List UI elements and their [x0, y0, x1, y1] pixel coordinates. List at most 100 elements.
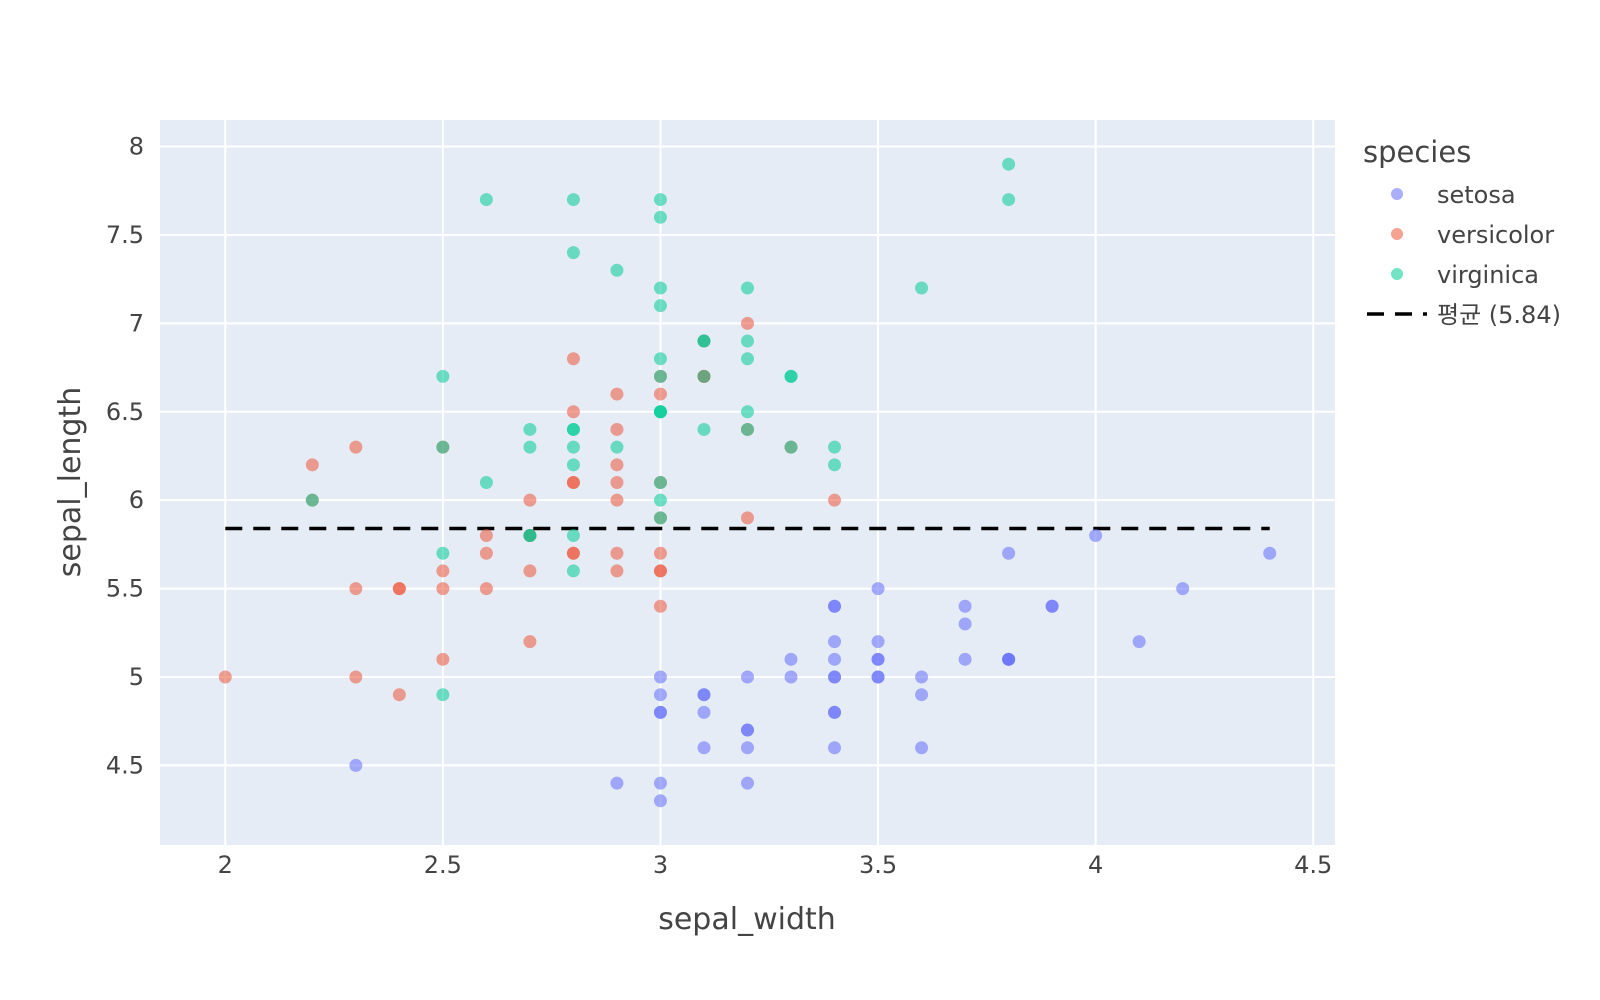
virginica-point — [436, 546, 450, 560]
setosa-point — [1176, 582, 1190, 596]
versicolor-point — [741, 511, 754, 525]
versicolor-point — [566, 352, 580, 366]
setosa-point — [784, 652, 798, 666]
virginica-point — [784, 369, 798, 383]
virginica-point — [653, 493, 667, 507]
virginica-point — [653, 352, 667, 366]
y-tick-label: 5 — [129, 663, 144, 691]
versicolor-point — [436, 564, 450, 578]
legend-marker — [1391, 188, 1403, 200]
setosa-point — [610, 776, 624, 790]
setosa-point — [1263, 546, 1277, 560]
versicolor-point — [566, 476, 580, 489]
versicolor-point — [610, 458, 624, 472]
setosa-point — [653, 688, 667, 702]
setosa-point — [871, 635, 885, 649]
y-axis-title: sepal_length — [53, 387, 88, 577]
legend-item-mean[interactable]: 평균 (5.84) — [1367, 301, 1561, 329]
legend[interactable]: species setosa versicolor virginica 평균 (5.8… — [1363, 135, 1561, 329]
legend-label: 평균 (5.84) — [1437, 301, 1561, 329]
virginica-point — [828, 458, 842, 472]
setosa-point — [871, 582, 885, 596]
setosa-point — [1002, 652, 1016, 666]
setosa-point — [828, 635, 842, 649]
legend-title: species — [1363, 135, 1471, 169]
virginica-point — [741, 281, 754, 295]
versicolor-point — [436, 652, 450, 666]
virginica-point — [828, 440, 842, 454]
versicolor-point — [479, 582, 493, 596]
virginica-point — [436, 440, 450, 454]
versicolor-point — [610, 493, 624, 507]
setosa-point — [1002, 546, 1016, 560]
setosa-point — [915, 670, 929, 684]
virginica-point — [653, 476, 667, 489]
versicolor-point — [653, 546, 667, 560]
virginica-point — [566, 458, 580, 472]
versicolor-point — [566, 405, 580, 419]
setosa-point — [349, 758, 363, 772]
versicolor-point — [653, 387, 667, 401]
virginica-point — [697, 369, 711, 383]
y-tick-label: 7 — [129, 309, 144, 337]
versicolor-point — [610, 387, 624, 401]
y-tick-label: 4.5 — [106, 751, 144, 779]
virginica-point — [741, 334, 754, 348]
setosa-point — [741, 776, 754, 790]
y-tick-label: 6 — [129, 486, 144, 514]
setosa-point — [958, 652, 972, 666]
versicolor-point — [218, 670, 232, 684]
versicolor-point — [523, 564, 537, 578]
versicolor-point — [349, 582, 363, 596]
x-tick-label: 4.5 — [1294, 851, 1332, 879]
legend-label: versicolor — [1437, 221, 1554, 249]
x-tick-label: 3 — [653, 851, 668, 879]
points-layer — [218, 157, 1277, 808]
versicolor-point — [610, 476, 624, 489]
virginica-point — [566, 440, 580, 454]
virginica-point — [566, 422, 580, 436]
versicolor-point — [610, 422, 624, 436]
versicolor-point — [479, 546, 493, 560]
setosa-point — [828, 670, 842, 684]
virginica-point — [741, 352, 754, 366]
y-tick-label: 6.5 — [106, 398, 144, 426]
legend-items[interactable]: setosa versicolor virginica 평균 (5.84) — [1367, 181, 1561, 329]
versicolor-point — [479, 529, 493, 543]
x-axis-title: sepal_width — [658, 902, 836, 937]
setosa-point — [741, 741, 754, 755]
setosa-point — [741, 670, 754, 684]
x-tick-label: 4 — [1088, 851, 1103, 879]
virginica-point — [566, 564, 580, 578]
virginica-point — [305, 493, 319, 507]
legend-item-versicolor[interactable]: versicolor — [1391, 221, 1554, 249]
virginica-point — [566, 529, 580, 543]
versicolor-point — [349, 670, 363, 684]
setosa-point — [871, 652, 885, 666]
virginica-point — [653, 281, 667, 295]
setosa-point — [958, 599, 972, 613]
setosa-point — [915, 741, 929, 755]
virginica-point — [610, 440, 624, 454]
y-tick-label: 7.5 — [106, 221, 144, 249]
versicolor-point — [610, 564, 624, 578]
virginica-point — [697, 334, 711, 348]
legend-marker — [1391, 228, 1403, 240]
versicolor-point — [741, 316, 754, 330]
setosa-point — [653, 705, 667, 719]
virginica-point — [697, 422, 711, 436]
versicolor-point — [610, 546, 624, 560]
legend-item-virginica[interactable]: virginica — [1391, 261, 1539, 289]
virginica-point — [653, 369, 667, 383]
x-tick-label: 2 — [218, 851, 233, 879]
virginica-point — [479, 193, 493, 207]
virginica-point — [436, 369, 450, 383]
versicolor-point — [523, 635, 537, 649]
setosa-point — [784, 670, 798, 684]
setosa-point — [915, 688, 929, 702]
legend-label: setosa — [1437, 181, 1516, 209]
virginica-point — [653, 299, 667, 313]
virginica-point — [1002, 193, 1016, 207]
virginica-point — [479, 476, 493, 489]
legend-item-setosa[interactable]: setosa — [1391, 181, 1516, 209]
